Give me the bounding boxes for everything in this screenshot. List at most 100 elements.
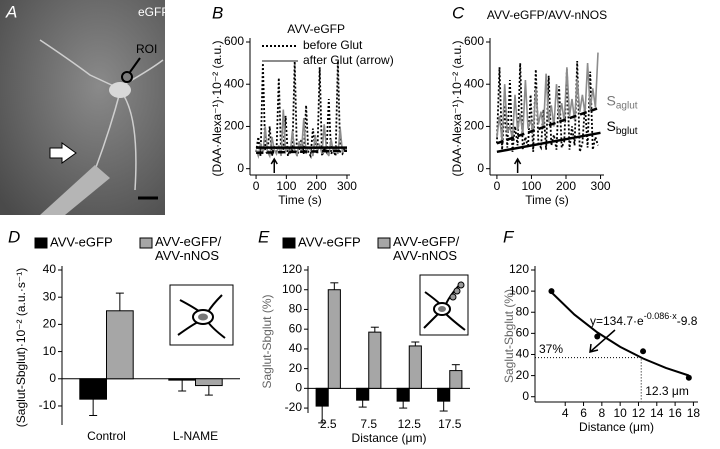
panel-letter: F [503,227,515,246]
fit-curve [550,291,690,377]
fit-label-sub: aglut [616,100,638,111]
x-tick-label: 100 [521,179,541,193]
x-tick-label: 14 [650,406,664,420]
image-panel: A eGFP ROI [0,0,169,215]
x-tick-label: 300 [591,179,611,193]
y-tick-label: 10 [43,344,57,358]
y-axis-label: Saglut-Sbglut (%) [502,289,516,383]
y-tick-label: 0 [522,389,529,403]
point [685,374,692,381]
legend-label: AVV-eGFP/AVV-nNOS [393,234,460,263]
x-tick-label: 100 [276,179,296,193]
pipette-arrow [49,142,77,164]
y-tick-label: 400 [224,76,244,90]
fit-line [496,106,601,145]
bar [315,387,329,407]
y-tick-label: 200 [464,119,484,133]
y-tick-label: 100 [282,282,302,296]
bar [106,310,134,380]
inset-nucleus [198,313,208,321]
y-tick-label: -20 [285,400,303,414]
point [640,348,647,355]
guide-x-label: 12.3 μm [645,384,689,398]
point [548,288,555,295]
equation-base: y=134.7·e [590,314,644,328]
y-tick-label: 80 [289,302,303,316]
x-tick-label: 0 [253,179,260,193]
bar [168,378,197,381]
fit-line [256,149,348,155]
glut-arrow [513,157,522,173]
y-tick-label: 60 [516,326,530,340]
fit-line [496,131,601,154]
y-tick-label: 400 [464,76,484,90]
legend-swatch [139,237,153,249]
y-tick-label: 20 [43,317,57,331]
x-tick-label: 6 [580,406,587,420]
bar [79,378,108,400]
y-tick-label: 40 [289,341,303,355]
bar [437,387,451,402]
x-tick-label: 7.5 [360,417,377,431]
x-tick-label: 12.5 [398,417,422,431]
legend-label: AVV-eGFP [298,234,361,249]
panel-letter: A [5,2,17,21]
inset-d [169,284,234,346]
inset-roi [449,293,457,301]
legend-swatch [377,237,391,249]
x-axis-label: Time (s) [525,193,569,207]
y-tick-label: 20 [516,368,530,382]
x-tick-label: 4 [562,406,569,420]
equation-tail: -9.8 [677,314,698,328]
pipette [40,165,110,215]
legend-label: after Glut (arrow) [303,53,394,67]
y-tick-label: 0 [295,381,302,395]
inset-cell [177,294,226,339]
y-axis-label: (DAA·Alexa⁻¹)·10⁻² (a.u.) [450,40,464,176]
x-tick-label: 12 [632,406,646,420]
legend-label: AVV-eGFP [50,234,113,249]
fit-label: Sbglut [607,117,638,136]
bar [327,289,341,389]
series-line [496,52,599,142]
x-tick-label: 300 [337,179,357,193]
y-tick-label: 120 [282,262,302,276]
legend-swatch [34,237,48,249]
y-tick-label: 200 [224,119,244,133]
y-tick-label: 120 [509,262,529,276]
panel-letter: D [8,227,20,246]
inset-nucleus [438,306,446,312]
y-tick-label: 80 [516,304,530,318]
roi-arrow [129,57,141,73]
panel-letter: E [258,227,270,246]
y-tick-label: 60 [289,321,303,335]
x-tick-label: 2.5 [320,417,337,431]
y-tick-label: 40 [516,347,530,361]
legend-label: before Glut [303,38,363,52]
bar [408,345,422,389]
image-title: eGFP [138,5,169,19]
x-axis-label: Time (s) [278,193,322,207]
legend-swatch [282,237,296,249]
inset-roi [457,281,465,289]
x-tick-label: Control [87,429,126,443]
guide-y-label: 37% [539,342,563,356]
bar [449,370,463,389]
x-tick-label: 200 [556,179,576,193]
y-tick-label: 20 [289,361,303,375]
bar [396,387,410,402]
point [594,333,601,340]
x-tick-label: L-NAME [173,429,218,443]
guide-line [535,357,642,402]
y-tick-label: 30 [43,289,57,303]
bar [368,331,382,389]
bar [195,378,223,387]
y-tick-label: 0 [49,371,56,385]
x-tick-label: 10 [613,406,627,420]
inset-e [419,274,469,336]
fit-label-main: S [607,117,616,133]
x-tick-label: 200 [307,179,327,193]
x-axis-label: Distance (μm) [579,420,654,434]
y-tick-label: 40 [43,262,57,276]
